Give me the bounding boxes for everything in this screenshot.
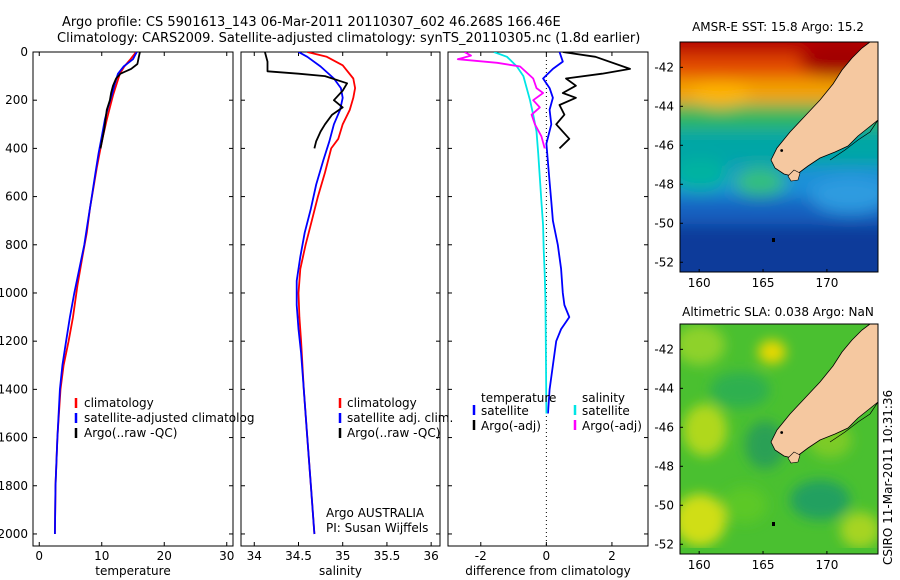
x-tick-label: 35 (335, 549, 350, 563)
legend-label: Argo(..raw -QC) (84, 426, 177, 440)
legend-label: satellite adj. clim. (347, 411, 453, 425)
legend-label: satellite (582, 404, 630, 418)
map-y-tick-label: -46 (654, 420, 674, 434)
argo-location-marker (780, 149, 784, 152)
x-axis-label: salinity (319, 564, 362, 578)
series-line-salinity-satellite (493, 52, 548, 414)
map-y-tick-label: -48 (654, 177, 674, 191)
plot-frame (32, 51, 234, 547)
y-tick-label: 1600 (0, 431, 28, 445)
sla-land (770, 324, 878, 459)
plot-frame (447, 51, 649, 547)
legend-heading-salinity: salinity (582, 391, 625, 405)
x-axis-label: temperature (95, 564, 170, 578)
y-tick-label: 1200 (0, 334, 28, 348)
argo-credit-line-1: Argo AUSTRALIA (326, 506, 425, 520)
legend-label: climatology (347, 396, 417, 410)
sla-map-image (680, 324, 878, 554)
y-tick-label: 200 (5, 93, 28, 107)
map-x-tick-label: 165 (752, 558, 775, 572)
sst-land (770, 42, 878, 177)
map-y-tick-label: -44 (654, 381, 674, 395)
y-tick-label: 1800 (0, 479, 28, 493)
map-x-tick-label: 160 (688, 276, 711, 290)
sst-map-image (680, 42, 878, 272)
sla-map-axes: 160 165 170 -42 -44 -46 -48 -50 -52 (654, 342, 838, 572)
x-tick-label: 0 (543, 549, 551, 563)
x-tick-label: -2 (475, 549, 487, 563)
map-y-tick-label: -46 (654, 138, 674, 152)
x-tick-label: 20 (157, 549, 172, 563)
sla-map-title: Altimetric SLA: 0.038 Argo: NaN (682, 305, 874, 319)
salinity-legend: climatology satellite adj. clim. Argo(..… (326, 396, 453, 535)
salinity-panel: 34 34.5 35 35.5 36 salinity (240, 51, 441, 578)
series-line-salinity-argo-adj (456, 52, 546, 149)
sst-map-axes: 160 165 170 -42 -44 -46 -48 -50 -52 (654, 60, 838, 290)
legend-label: Argo(-adj) (481, 419, 541, 433)
y-tick-label: 1000 (0, 286, 28, 300)
map-y-tick-label: -52 (654, 537, 674, 551)
map-y-tick-label: -48 (654, 459, 674, 473)
map-y-tick-label: -44 (654, 99, 674, 113)
map-y-tick-label: -52 (654, 255, 674, 269)
argo-credit-line-2: PI: Susan Wijffels (326, 521, 428, 535)
map-x-tick-label: 170 (815, 558, 838, 572)
temperature-panel: 0 10 20 30 0 200 400 600 800 1000 1200 1400 1600 1800… (0, 45, 234, 578)
argo-location-marker (780, 431, 784, 434)
y-tick-label: 2000 (0, 527, 28, 541)
y-tick-label: 0 (20, 45, 28, 59)
legend-label: Argo(-adj) (582, 419, 642, 433)
legend-label: satellite-adjusted climatolog (84, 411, 254, 425)
header-line-2: Climatology: CARS2009. Satellite-adjuste… (57, 31, 640, 46)
x-tick-label: 36 (424, 549, 439, 563)
series-line-argo-raw-qc (264, 52, 348, 149)
x-tick-label: 10 (94, 549, 109, 563)
map-y-tick-label: -50 (654, 498, 674, 512)
series-line-argo-raw-qc (99, 52, 141, 149)
header-line-1: Argo profile: CS 5901613_143 06-Mar-2011… (62, 15, 561, 30)
x-tick-label: 0 (35, 549, 43, 563)
y-tick-label: 400 (5, 141, 28, 155)
x-axis-label: difference from climatology (465, 564, 631, 578)
series-line-temperature-satellite (542, 52, 571, 414)
legend-label: satellite (481, 404, 529, 418)
map-y-tick-label: -42 (654, 60, 674, 74)
temperature-legend: climatology satellite-adjusted climatolo… (74, 396, 254, 440)
series-line-satellite-adj-clim (295, 52, 344, 535)
x-tick-label: 34 (247, 549, 262, 563)
map-y-tick-label: -50 (654, 216, 674, 230)
map-x-tick-label: 170 (815, 276, 838, 290)
x-tick-label: 35.5 (374, 549, 401, 563)
x-tick-label: 34.5 (285, 549, 312, 563)
side-timestamp: CSIRO 11-Mar-2011 10:31:36 (881, 390, 895, 565)
sst-map-title: AMSR-E SST: 15.8 Argo: 15.2 (692, 20, 864, 34)
x-tick-label: 2 (608, 549, 616, 563)
sst-map-frame (679, 41, 879, 273)
y-tick-label: 800 (5, 238, 28, 252)
map-x-tick-label: 165 (752, 276, 775, 290)
legend-label: Argo(..raw -QC) (347, 426, 440, 440)
difference-legend: temperature satellite Argo(-adj) salinit… (472, 391, 642, 433)
map-x-tick-label: 160 (688, 558, 711, 572)
y-tick-label: 1400 (0, 382, 28, 396)
plot-frame (240, 51, 441, 547)
legend-label: climatology (84, 396, 154, 410)
sla-map-frame (679, 323, 879, 555)
legend-heading-temperature: temperature (481, 391, 556, 405)
series-line-temperature-argo-adj (555, 52, 631, 150)
map-y-tick-label: -42 (654, 342, 674, 356)
y-tick-label: 600 (5, 190, 28, 204)
x-tick-label: 30 (219, 549, 234, 563)
